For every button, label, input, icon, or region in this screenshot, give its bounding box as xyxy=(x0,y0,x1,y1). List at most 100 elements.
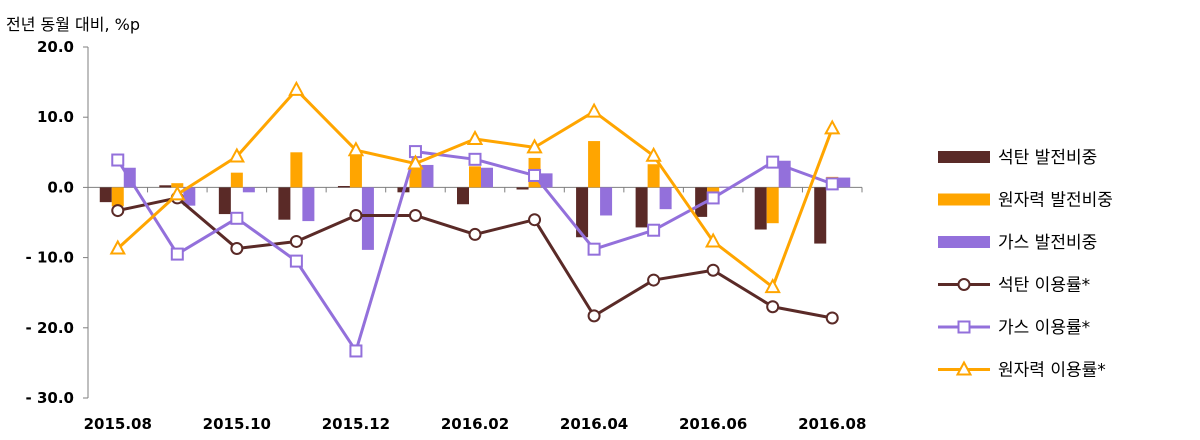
bar-nuclear xyxy=(766,187,779,224)
gas-utilization-point xyxy=(647,223,661,237)
nuclear-utilization-point xyxy=(585,102,603,118)
x-tick-label: 2016.02 xyxy=(441,415,509,433)
nuclear-utilization-point xyxy=(526,138,543,154)
x-tick-label: 2016.06 xyxy=(679,415,747,433)
coal-utilization-point xyxy=(289,234,303,248)
y-tick-label: - 10.0 xyxy=(26,249,74,267)
bar-gas xyxy=(719,186,732,188)
gas-utilization-point xyxy=(766,155,780,169)
nuclear-utilization-point xyxy=(407,154,424,170)
coal-utilization-point xyxy=(230,241,244,255)
bar-gas xyxy=(361,187,374,250)
y-tick-label: - 30.0 xyxy=(26,389,74,407)
bar-coal xyxy=(99,187,112,203)
gas-utilization-point xyxy=(706,191,720,205)
nuclear-utilization-point xyxy=(228,147,246,163)
legend-swatch xyxy=(938,236,990,248)
legend-marker xyxy=(955,360,973,376)
y-tick-label: - 20.0 xyxy=(26,319,74,337)
bar-gas xyxy=(183,187,196,206)
coal-utilization-point xyxy=(408,208,422,222)
bar-gas xyxy=(302,187,315,222)
coal-utilization-line xyxy=(117,196,833,320)
bar-gas xyxy=(540,173,553,188)
bar-nuclear xyxy=(290,152,303,188)
bar-nuclear xyxy=(171,183,184,188)
bar-gas xyxy=(481,167,493,188)
gas-utilization-point xyxy=(528,168,542,182)
bar-coal xyxy=(635,187,648,228)
bar-nuclear xyxy=(111,187,124,207)
nuclear-utilization-point xyxy=(645,146,662,162)
gas-utilization-point xyxy=(230,211,244,225)
coal-utilization-point xyxy=(468,227,482,241)
legend-swatch xyxy=(938,151,990,163)
bar-coal xyxy=(278,187,291,220)
x-tick-label: 2016.04 xyxy=(560,415,628,433)
bar-coal xyxy=(576,187,589,238)
y-tick-label: 10.0 xyxy=(37,108,74,126)
bar-nuclear xyxy=(230,172,243,188)
bar-nuclear xyxy=(349,155,362,188)
coal-utilization-point xyxy=(706,263,720,277)
gas-utilization-point xyxy=(170,247,184,261)
bar-coal xyxy=(814,187,827,244)
gas-utilization-point xyxy=(468,152,482,166)
bar-gas xyxy=(600,187,613,216)
y-tick-label: 20.0 xyxy=(37,38,74,56)
bar-nuclear xyxy=(588,141,601,188)
nuclear-utilization-point xyxy=(824,119,841,135)
legend-label: 원자력 이용률* xyxy=(998,361,1106,381)
y-axis-label: 전년 동월 대비, %p xyxy=(6,15,140,34)
gas-utilization-point xyxy=(587,242,601,256)
bar-coal xyxy=(516,187,529,190)
nuclear-utilization-point xyxy=(466,129,484,145)
legend-marker xyxy=(957,278,971,291)
gas-utilization-point xyxy=(289,254,303,268)
coal-utilization-point xyxy=(349,208,363,222)
x-tick-label: 2016.08 xyxy=(798,415,866,433)
gas-utilization-point xyxy=(349,344,363,358)
legend-marker xyxy=(957,320,971,334)
coal-utilization-point xyxy=(528,213,542,227)
coal-utilization-point xyxy=(825,311,839,325)
x-tick-label: 2015.08 xyxy=(84,415,152,433)
legend-label: 가스 발전비중 xyxy=(998,233,1097,253)
coal-utilization-point xyxy=(111,204,125,218)
nuclear-utilization-point xyxy=(169,185,186,201)
legend-swatch xyxy=(938,193,990,206)
bar-nuclear xyxy=(409,167,422,188)
coal-utilization-point xyxy=(647,273,661,287)
legend-label: 석탄 발전비중 xyxy=(998,148,1097,168)
nuclear-utilization-point xyxy=(288,80,305,96)
gas-utilization-point xyxy=(111,153,125,167)
bar-gas xyxy=(242,187,255,193)
coal-utilization-point xyxy=(766,300,780,314)
nuclear-utilization-point xyxy=(109,239,126,255)
bar-nuclear xyxy=(469,166,481,188)
coal-utilization-point xyxy=(587,309,601,323)
plot-area: 20.0 10.0 0.0 - 10.0 - 20.0 - 30.0 2015.08 2015… xyxy=(26,38,867,433)
legend-label: 가스 이용률* xyxy=(998,318,1090,338)
legend-label: 석탄 이용률* xyxy=(998,276,1090,296)
x-tick-label: 2015.10 xyxy=(203,415,271,433)
x-tick-label: 2015.12 xyxy=(322,415,390,433)
bar-nuclear xyxy=(707,187,720,194)
bar-coal xyxy=(695,187,708,217)
nuclear-utilization-point xyxy=(704,232,722,248)
nuclear-utilization-point xyxy=(764,277,781,294)
bar-coal xyxy=(218,187,231,215)
bar-coal xyxy=(337,185,350,188)
gas-utilization-point xyxy=(825,177,839,191)
bar-nuclear xyxy=(647,164,660,188)
y-tick-label: 0.0 xyxy=(47,178,74,196)
bar-gas xyxy=(421,164,434,188)
bar-gas xyxy=(659,187,672,210)
bar-gas xyxy=(838,177,851,188)
nuclear-utilization-point xyxy=(347,141,365,157)
bar-coal xyxy=(457,187,469,205)
legend-label: 원자력 발전비중 xyxy=(998,191,1113,211)
